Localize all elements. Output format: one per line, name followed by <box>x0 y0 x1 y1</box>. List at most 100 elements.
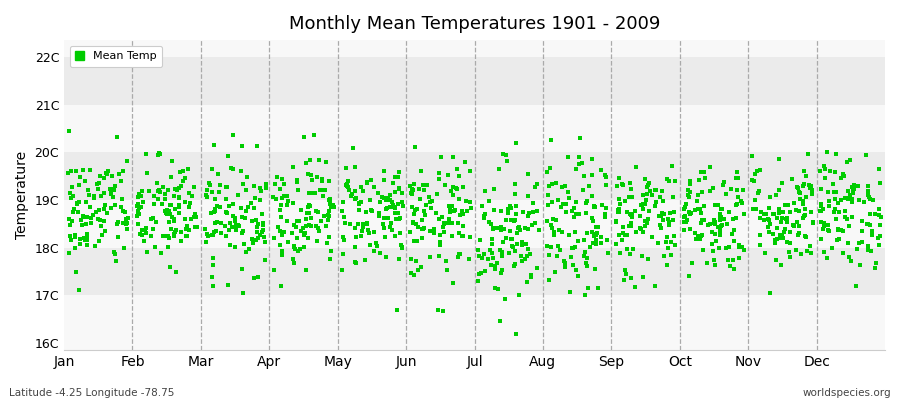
Point <box>430 306 445 313</box>
Point <box>493 208 508 214</box>
Point <box>731 194 745 200</box>
Point <box>598 172 612 178</box>
Point <box>392 216 407 223</box>
Point <box>854 239 868 246</box>
Point <box>317 212 331 219</box>
Point <box>518 255 532 262</box>
Point <box>506 243 520 250</box>
Point <box>459 198 473 204</box>
Point <box>463 168 477 174</box>
Point <box>325 202 339 208</box>
Point <box>547 232 562 238</box>
Point <box>395 244 410 250</box>
Point <box>833 196 848 203</box>
Point <box>780 218 795 225</box>
Point <box>388 174 402 180</box>
Point <box>711 202 725 208</box>
Point <box>200 230 214 237</box>
Point <box>783 254 797 260</box>
Point <box>372 213 386 220</box>
Point <box>450 166 464 172</box>
Point <box>286 164 301 170</box>
Point <box>289 224 303 230</box>
Point <box>580 198 594 204</box>
Point <box>206 209 220 215</box>
Point <box>553 247 567 253</box>
Point <box>847 186 861 192</box>
Point <box>814 219 828 225</box>
Point <box>790 218 805 225</box>
Point <box>364 207 378 214</box>
Point <box>577 237 591 244</box>
Point <box>464 205 478 212</box>
Point <box>301 204 315 210</box>
Point <box>280 218 294 224</box>
Point <box>163 210 177 217</box>
Point <box>276 193 291 200</box>
Point <box>450 186 464 192</box>
Point <box>868 211 882 217</box>
Point <box>477 215 491 221</box>
Point <box>450 220 464 226</box>
Point <box>388 205 402 212</box>
Point <box>63 190 77 197</box>
Point <box>172 185 186 192</box>
Point <box>617 232 632 238</box>
Point <box>562 195 576 201</box>
Point <box>641 216 655 222</box>
Point <box>391 200 405 207</box>
Point <box>700 222 715 228</box>
Point <box>757 217 771 224</box>
Point <box>773 232 788 238</box>
Point <box>611 174 625 181</box>
Point <box>130 207 145 214</box>
Point <box>584 215 598 221</box>
Point <box>691 233 706 240</box>
Point <box>302 190 316 196</box>
Point <box>734 198 748 204</box>
Point <box>119 221 133 228</box>
Point <box>845 190 859 196</box>
Point <box>836 171 850 177</box>
Point <box>239 187 254 193</box>
Point <box>245 218 259 224</box>
Point <box>83 167 97 174</box>
Point <box>613 201 627 207</box>
Point <box>230 221 244 228</box>
Point <box>791 229 806 236</box>
Point <box>659 238 673 245</box>
Point <box>97 218 112 224</box>
Point <box>494 270 508 276</box>
Point <box>61 216 76 223</box>
Point <box>576 187 590 193</box>
Point <box>335 208 349 214</box>
Point <box>385 198 400 205</box>
Point <box>727 266 742 272</box>
Point <box>82 204 96 210</box>
Point <box>508 211 523 218</box>
Point <box>274 214 288 220</box>
Point <box>367 184 382 190</box>
Point <box>320 159 334 165</box>
Point <box>656 198 670 204</box>
Point <box>321 212 336 219</box>
Point <box>648 283 662 289</box>
Point <box>619 271 634 277</box>
Point <box>412 186 427 192</box>
Point <box>382 192 397 198</box>
Point <box>828 206 842 212</box>
Text: Latitude -4.25 Longitude -78.75: Latitude -4.25 Longitude -78.75 <box>9 388 175 398</box>
Point <box>508 217 522 223</box>
Point <box>377 168 392 174</box>
Point <box>706 185 720 191</box>
Point <box>202 181 217 188</box>
Point <box>432 175 446 182</box>
Text: worldspecies.org: worldspecies.org <box>803 388 891 398</box>
Point <box>442 203 456 209</box>
Point <box>477 251 491 257</box>
Point <box>526 209 541 215</box>
Point <box>253 232 267 238</box>
Point <box>249 237 264 243</box>
Point <box>872 212 886 219</box>
Point <box>800 150 814 157</box>
